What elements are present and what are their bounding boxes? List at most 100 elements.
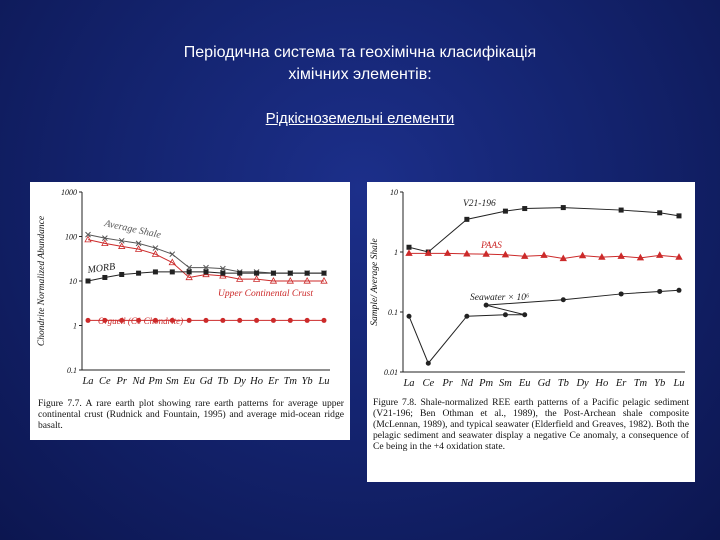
data-point [464, 313, 470, 319]
x-tick-label: Gd [538, 378, 552, 389]
data-point [152, 245, 159, 251]
data-point [168, 258, 176, 266]
series-line [87, 239, 324, 282]
data-point [406, 244, 412, 250]
y-tick-label: 0.1 [67, 366, 77, 375]
data-point [136, 270, 142, 276]
data-point [618, 207, 624, 213]
series-line [408, 207, 680, 253]
x-tick-label: La [402, 378, 414, 389]
data-point [85, 317, 91, 323]
data-point [220, 270, 226, 276]
data-point [186, 317, 192, 323]
data-point [186, 269, 192, 275]
data-point [220, 317, 226, 323]
x-tick-label: Yb [302, 376, 313, 387]
y-tick-label: 1 [73, 322, 77, 331]
data-point [236, 275, 244, 282]
data-point [118, 237, 125, 244]
x-tick-label: Eu [182, 376, 195, 387]
data-point [85, 278, 91, 284]
y-axis-label: Sample/ Average Shale [370, 238, 380, 325]
data-point [102, 317, 108, 323]
data-point [406, 313, 412, 319]
x-tick-label: Pm [478, 378, 493, 389]
data-point [656, 251, 664, 258]
data-point [464, 216, 470, 222]
x-tick-label: Nd [131, 376, 145, 387]
data-point [303, 276, 311, 284]
data-point [270, 317, 276, 323]
figure-7-8-panel: 10 1 0.1 0.01 La Ce Pr Nd Pm Sm Eu Gd Tb Dy Ho Er Tm Yb Lu… [367, 182, 695, 482]
data-point [425, 360, 431, 366]
data-point [252, 275, 261, 282]
data-point [321, 270, 327, 276]
data-point [502, 208, 508, 214]
y-tick-label: 1000 [61, 188, 77, 197]
x-tick-label: Tm [634, 378, 648, 389]
data-point [287, 270, 293, 276]
data-point [304, 317, 310, 323]
data-point [203, 317, 209, 323]
data-point [463, 249, 471, 257]
data-point [119, 271, 125, 277]
data-point [270, 270, 276, 276]
data-point [169, 269, 175, 275]
x-tick-label: Pr [115, 376, 127, 387]
figure-7-7-panel: 1000 100 10 1 0.1 La Ce Pr Nd Pm Sm Eu Gd Tb Dy Ho Er Tm Y… [30, 182, 350, 440]
series-label: Average Shale [102, 218, 162, 241]
x-tick-label: Pm [147, 376, 162, 387]
x-tick-label: Dy [233, 376, 247, 387]
data-point [286, 276, 294, 284]
slide-title-line2: хімічних элементів: [288, 66, 432, 83]
data-point [522, 312, 528, 318]
x-tick-label: Lu [317, 376, 329, 387]
data-point [254, 317, 260, 323]
x-tick-label: Sm [166, 376, 179, 387]
y-tick-label: 10 [69, 277, 77, 286]
x-tick-label: Gd [200, 376, 214, 387]
data-point [84, 235, 92, 243]
data-point [676, 213, 682, 219]
data-point [559, 254, 567, 262]
data-point [657, 210, 663, 216]
data-point [85, 231, 91, 238]
y-axis-label: Chondrite Normalized Abundance [37, 216, 47, 346]
x-tick-label: Ce [99, 376, 111, 387]
data-point [287, 317, 293, 323]
data-point [560, 297, 566, 303]
data-point [102, 235, 108, 241]
data-point [502, 312, 508, 318]
data-point [152, 317, 158, 323]
data-point [237, 270, 243, 276]
slide-title-line1: Періодична система та геохімічна класифі… [183, 44, 537, 61]
x-tick-label: Pr [441, 378, 453, 389]
y-tick-label: 0.01 [384, 368, 398, 377]
y-tick-label: 1 [394, 248, 398, 257]
x-tick-label: Tb [217, 376, 228, 387]
data-point [220, 265, 226, 272]
data-point [320, 276, 328, 284]
data-point [540, 251, 548, 258]
data-point [521, 252, 529, 259]
data-point [119, 317, 125, 323]
data-point [118, 242, 126, 249]
data-point [676, 287, 682, 293]
x-tick-label: Ho [594, 378, 608, 389]
ree-chondrite-chart: 1000 100 10 1 0.1 La Ce Pr Nd Pm Sm Eu Gd Tb Dy Ho Er Tm Y… [37, 188, 330, 387]
data-point [443, 249, 452, 256]
series-label: MORB [86, 261, 116, 276]
data-point [152, 269, 158, 275]
data-point [483, 302, 489, 308]
series-label: Upper Continental Crust [218, 289, 313, 299]
data-point [237, 317, 243, 323]
data-point [135, 240, 142, 247]
data-point [636, 253, 645, 261]
data-point [203, 269, 209, 275]
x-tick-label: Tb [558, 378, 569, 389]
data-point [169, 251, 176, 258]
data-point [501, 250, 510, 258]
data-point [186, 264, 192, 271]
data-point [136, 317, 142, 323]
series-label: Orgueil (C1 Chondrite) [98, 316, 183, 326]
